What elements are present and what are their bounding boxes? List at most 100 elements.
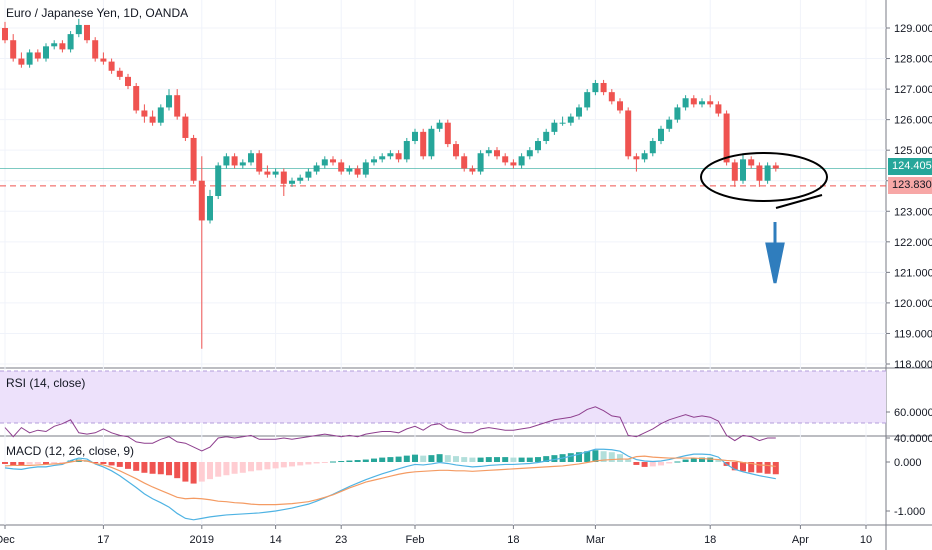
signal-line (4, 455, 776, 506)
candle-body (215, 165, 222, 196)
candle-body (658, 128, 664, 142)
time-axis: Dec 17 2019 14 23 Feb 18 Mar 18 Apr 10 (0, 525, 872, 546)
support-price-tag: 123.830 (888, 177, 932, 194)
candle-body (149, 116, 156, 123)
macd-series (2, 448, 779, 521)
candle-body (567, 116, 574, 123)
macd-histogram-bar (34, 462, 41, 464)
macd-histogram-bar (330, 461, 336, 463)
macd-histogram-bar (248, 462, 254, 472)
candle-body (182, 116, 189, 138)
macd-histogram-bar (108, 462, 115, 466)
annotation-ellipse[interactable] (700, 152, 828, 202)
candle-body (338, 162, 345, 172)
candle-body (264, 171, 271, 175)
candle-body (428, 128, 435, 157)
candle-body (2, 28, 8, 41)
candle-body (395, 153, 402, 160)
candle-body (526, 150, 533, 157)
candle-body (608, 92, 615, 102)
macd-histogram-bar (116, 462, 123, 467)
candle-body (699, 101, 705, 105)
macd-histogram-bar (239, 462, 246, 473)
macd-histogram-bar (633, 462, 640, 465)
candle-body (313, 165, 320, 172)
rsi-band (0, 370, 886, 424)
time-tick-label: Feb (406, 534, 425, 546)
price-tick-label: 128.000 (894, 54, 932, 66)
macd-histogram-bar (190, 462, 197, 484)
macd-histogram-bar (133, 462, 140, 471)
candle-body (649, 141, 656, 154)
macd-histogram-bar (223, 462, 230, 476)
macd-histogram-bar (43, 462, 49, 465)
macd-histogram-bar (772, 462, 779, 475)
candle-body (10, 40, 17, 59)
candle-body (625, 110, 632, 157)
macd-histogram-bar (666, 462, 673, 464)
candle-body (125, 76, 131, 87)
macd-histogram-bar (576, 452, 582, 462)
macd-histogram-bar (420, 455, 427, 462)
rsi-label: RSI (14, close) (6, 376, 86, 390)
macd-histogram-bar (567, 453, 574, 462)
macd-histogram-bar (92, 462, 99, 463)
candle-body (354, 168, 361, 175)
macd-histogram-bar (453, 456, 459, 462)
macd-histogram-bar (207, 462, 213, 480)
macd-histogram-bar (608, 452, 615, 462)
macd-histogram-bar (494, 457, 500, 462)
macd-histogram-bar (354, 460, 361, 462)
price-tick-label: 126.000 (894, 115, 932, 127)
macd-histogram-bar (387, 457, 394, 462)
macd-histogram-bar (526, 457, 533, 462)
macd-histogram-bar (444, 455, 451, 462)
candle-body (92, 40, 99, 59)
macd-histogram-bar (535, 457, 541, 462)
macd-histogram-bar (313, 462, 320, 464)
candle-body (190, 137, 197, 181)
candle-body (100, 58, 107, 62)
macd-histogram-bar (215, 462, 222, 477)
candle-body (51, 43, 58, 47)
macd-histogram-bar (584, 451, 591, 462)
time-tick-label: 18 (507, 534, 519, 546)
candle-body (510, 162, 517, 166)
macd-histogram-bar (149, 462, 156, 474)
candle-body (723, 113, 730, 163)
macd-histogram-bar (428, 455, 435, 462)
candle-body (682, 98, 689, 108)
macd-histogram-bar (231, 462, 238, 474)
candle-body (600, 82, 607, 93)
annotation-down-arrow[interactable] (765, 222, 785, 284)
macd-histogram-bar (362, 459, 369, 462)
candle-body (198, 180, 205, 221)
candle-body (764, 165, 771, 181)
price-tick-label: 120.000 (894, 298, 932, 310)
macd-histogram-bar (18, 462, 25, 466)
macd-histogram-bar (174, 462, 181, 479)
macd-histogram-bar (371, 458, 377, 462)
candle-body (748, 159, 755, 166)
time-tick-label: 14 (269, 534, 281, 546)
time-tick-label: Apr (792, 534, 809, 546)
candles (2, 18, 779, 349)
time-tick-label: 2019 (190, 534, 214, 546)
macd-histogram-bar (477, 457, 484, 462)
macd-histogram-bar (592, 450, 599, 462)
time-tick-label: Dec (0, 534, 15, 546)
candle-body (485, 150, 492, 154)
candle-body (174, 95, 181, 117)
macd-histogram-bar (756, 462, 763, 473)
candle-body (518, 156, 525, 166)
macd-histogram-bar (682, 459, 689, 462)
macd-histogram-bar (280, 462, 287, 468)
candle-body (297, 177, 304, 181)
macd-histogram-bar (617, 454, 623, 462)
price-tick-label: 127.000 (894, 84, 932, 96)
macd-histogram-bar (264, 462, 271, 470)
macd-histogram-bar (2, 462, 8, 464)
macd-histogram-bar (198, 462, 205, 482)
